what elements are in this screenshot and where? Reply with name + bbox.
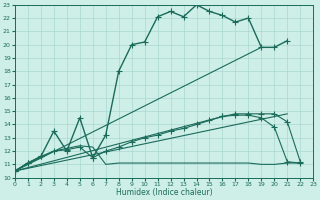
X-axis label: Humidex (Indice chaleur): Humidex (Indice chaleur) xyxy=(116,188,212,197)
